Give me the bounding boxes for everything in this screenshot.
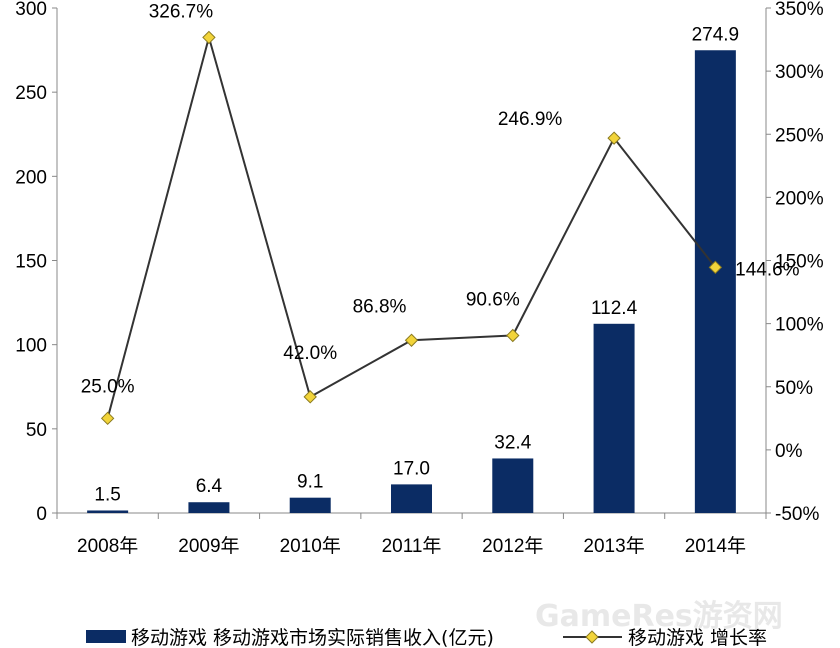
bar-data-label: 17.0 <box>393 458 430 479</box>
left-tick-label: 200 <box>15 167 47 188</box>
line-data-label: 246.9% <box>498 109 563 130</box>
legend-line-marker <box>585 630 599 644</box>
bar <box>188 502 230 513</box>
line-data-label: 144.6% <box>735 259 800 280</box>
bar <box>492 458 534 513</box>
growth-point <box>607 131 621 145</box>
bar-data-label: 9.1 <box>297 472 323 493</box>
right-tick-label: 250% <box>775 125 824 146</box>
legend-bar-label: 移动游戏 移动游戏市场实际销售收入(亿元) <box>131 627 494 648</box>
x-tick-label: 2011年 <box>382 535 442 557</box>
bar <box>694 50 736 513</box>
right-tick-label: 50% <box>775 378 813 399</box>
growth-point <box>202 30 216 45</box>
right-tick-label: -50% <box>775 504 819 525</box>
left-tick-label: 150 <box>15 252 47 273</box>
bar-series <box>87 50 736 513</box>
bar-data-label: 6.4 <box>196 476 223 497</box>
watermark: GameRes游资网 <box>535 599 783 634</box>
x-tick-label: 2012年 <box>482 535 543 557</box>
left-tick-label: 0 <box>36 504 47 525</box>
right-tick-label: 200% <box>775 188 824 209</box>
bar <box>289 497 331 513</box>
axes: 050100150200250300-50%0%50%100%150%200%2… <box>15 0 823 557</box>
bar-data-label: 1.5 <box>94 484 120 505</box>
right-tick-label: 150% <box>775 252 824 273</box>
growth-point <box>506 328 520 343</box>
bar <box>87 510 129 513</box>
legend-bar-swatch <box>86 630 126 643</box>
bar <box>593 323 635 513</box>
x-tick-label: 2010年 <box>280 535 341 557</box>
x-tick-label: 2013年 <box>583 535 644 557</box>
left-tick-label: 50 <box>26 420 47 441</box>
growth-point <box>708 260 723 275</box>
right-tick-label: 0% <box>775 441 803 462</box>
growth-point <box>303 390 317 404</box>
left-tick-label: 300 <box>15 0 47 20</box>
right-tick-label: 300% <box>775 62 824 83</box>
left-tick-label: 100 <box>15 336 47 357</box>
right-tick-label: 350% <box>775 0 824 20</box>
line-data-label: 42.0% <box>283 343 337 364</box>
legend-line-label: 移动游戏 增长率 <box>628 627 767 648</box>
bar-data-label: 112.4 <box>591 298 638 319</box>
x-tick-label: 2014年 <box>685 535 746 557</box>
right-tick-label: 100% <box>775 315 824 336</box>
bar-data-label: 32.4 <box>494 432 531 453</box>
line-data-label: 86.8% <box>353 296 407 317</box>
line-data-labels: 25.0% 326.7% 42.0% 86.8% 90.6% 246.9% 144.6% <box>81 1 800 397</box>
growth-point <box>100 411 115 426</box>
legend: 移动游戏 移动游戏市场实际销售收入(亿元) 移动游戏 增长率 <box>86 627 767 648</box>
line-data-label: 90.6% <box>466 289 520 310</box>
bar <box>391 484 432 513</box>
bar-data-label: 274.9 <box>692 24 740 45</box>
line-data-label: 326.7% <box>149 1 214 22</box>
left-tick-label: 250 <box>15 83 47 104</box>
growth-line-series <box>100 30 723 426</box>
line-data-label: 25.0% <box>81 376 135 397</box>
x-tick-label: 2008年 <box>77 535 138 557</box>
growth-point <box>404 333 419 347</box>
bar-data-labels: 1.5 6.4 9.1 17.0 32.4 112.4 274.9 <box>94 24 739 505</box>
x-tick-label: 2009年 <box>178 535 239 557</box>
